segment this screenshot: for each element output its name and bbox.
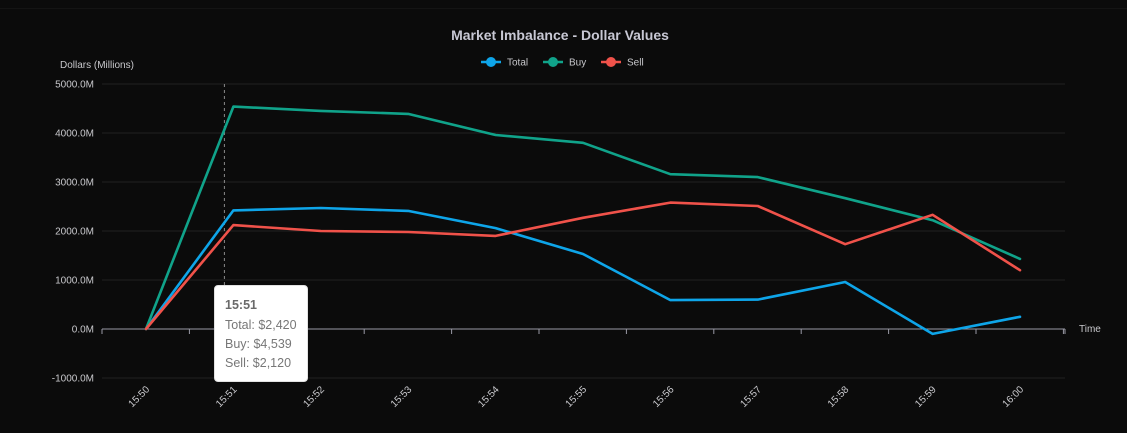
tooltip-title: 15:51: [225, 298, 257, 312]
series-line-sell[interactable]: [144, 201, 1022, 331]
tooltip-sell: Sell: $2,120: [225, 356, 292, 370]
tooltip: 15:51 Total: $2,420 Buy: $4,539 Sell: $2…: [214, 285, 308, 382]
legend-label: Sell: [627, 58, 644, 69]
series-line-total[interactable]: [144, 206, 1022, 336]
x-tick-label: 15:54: [476, 384, 502, 410]
legend-marker-icon: [548, 57, 558, 67]
y-axis: -1000.0M 0.0M 1000.0M 2000.0M 3000.0M 4000.0M…: [52, 80, 94, 385]
x-tick-label: 15:57: [738, 384, 764, 410]
y-axis-label: Dollars (Millions): [60, 60, 134, 71]
legend-item-total[interactable]: Total: [481, 57, 528, 69]
x-tick-label: 15:51: [214, 384, 240, 410]
series-group[interactable]: [144, 105, 1022, 336]
series-line-buy[interactable]: [144, 105, 1022, 331]
x-tick-label: 15:56: [651, 384, 677, 410]
x-axis-label: Time: [1079, 324, 1101, 335]
x-tick-label: 15:53: [389, 384, 415, 410]
legend-label: Total: [507, 58, 528, 69]
y-tick-label: 1000.0M: [55, 276, 94, 287]
tooltip-total: Total: $2,420: [225, 318, 297, 332]
x-tick-label: 15:59: [913, 384, 939, 410]
x-tick-label: 15:50: [127, 384, 153, 410]
chart-title: Market Imbalance - Dollar Values: [451, 27, 669, 43]
x-tick-label: 16:00: [1001, 384, 1027, 410]
legend-label: Buy: [569, 58, 586, 69]
x-tick-label: 15:58: [826, 384, 852, 410]
y-tick-label: 5000.0M: [55, 80, 94, 91]
legend-item-sell[interactable]: Sell: [601, 57, 644, 69]
legend[interactable]: Total Buy Sell: [481, 57, 644, 69]
y-tick-label: 3000.0M: [55, 178, 94, 189]
y-tick-label: -1000.0M: [52, 374, 94, 385]
legend-marker-icon: [606, 57, 616, 67]
legend-item-buy[interactable]: Buy: [543, 57, 586, 69]
y-tick-label: 4000.0M: [55, 129, 94, 140]
y-tick-label: 2000.0M: [55, 227, 94, 238]
x-tick-label: 15:52: [301, 384, 327, 410]
tooltip-buy: Buy: $4,539: [225, 337, 292, 351]
y-tick-label: 0.0M: [72, 325, 94, 336]
x-tick-label: 15:55: [564, 384, 590, 410]
legend-marker-icon: [486, 57, 496, 67]
